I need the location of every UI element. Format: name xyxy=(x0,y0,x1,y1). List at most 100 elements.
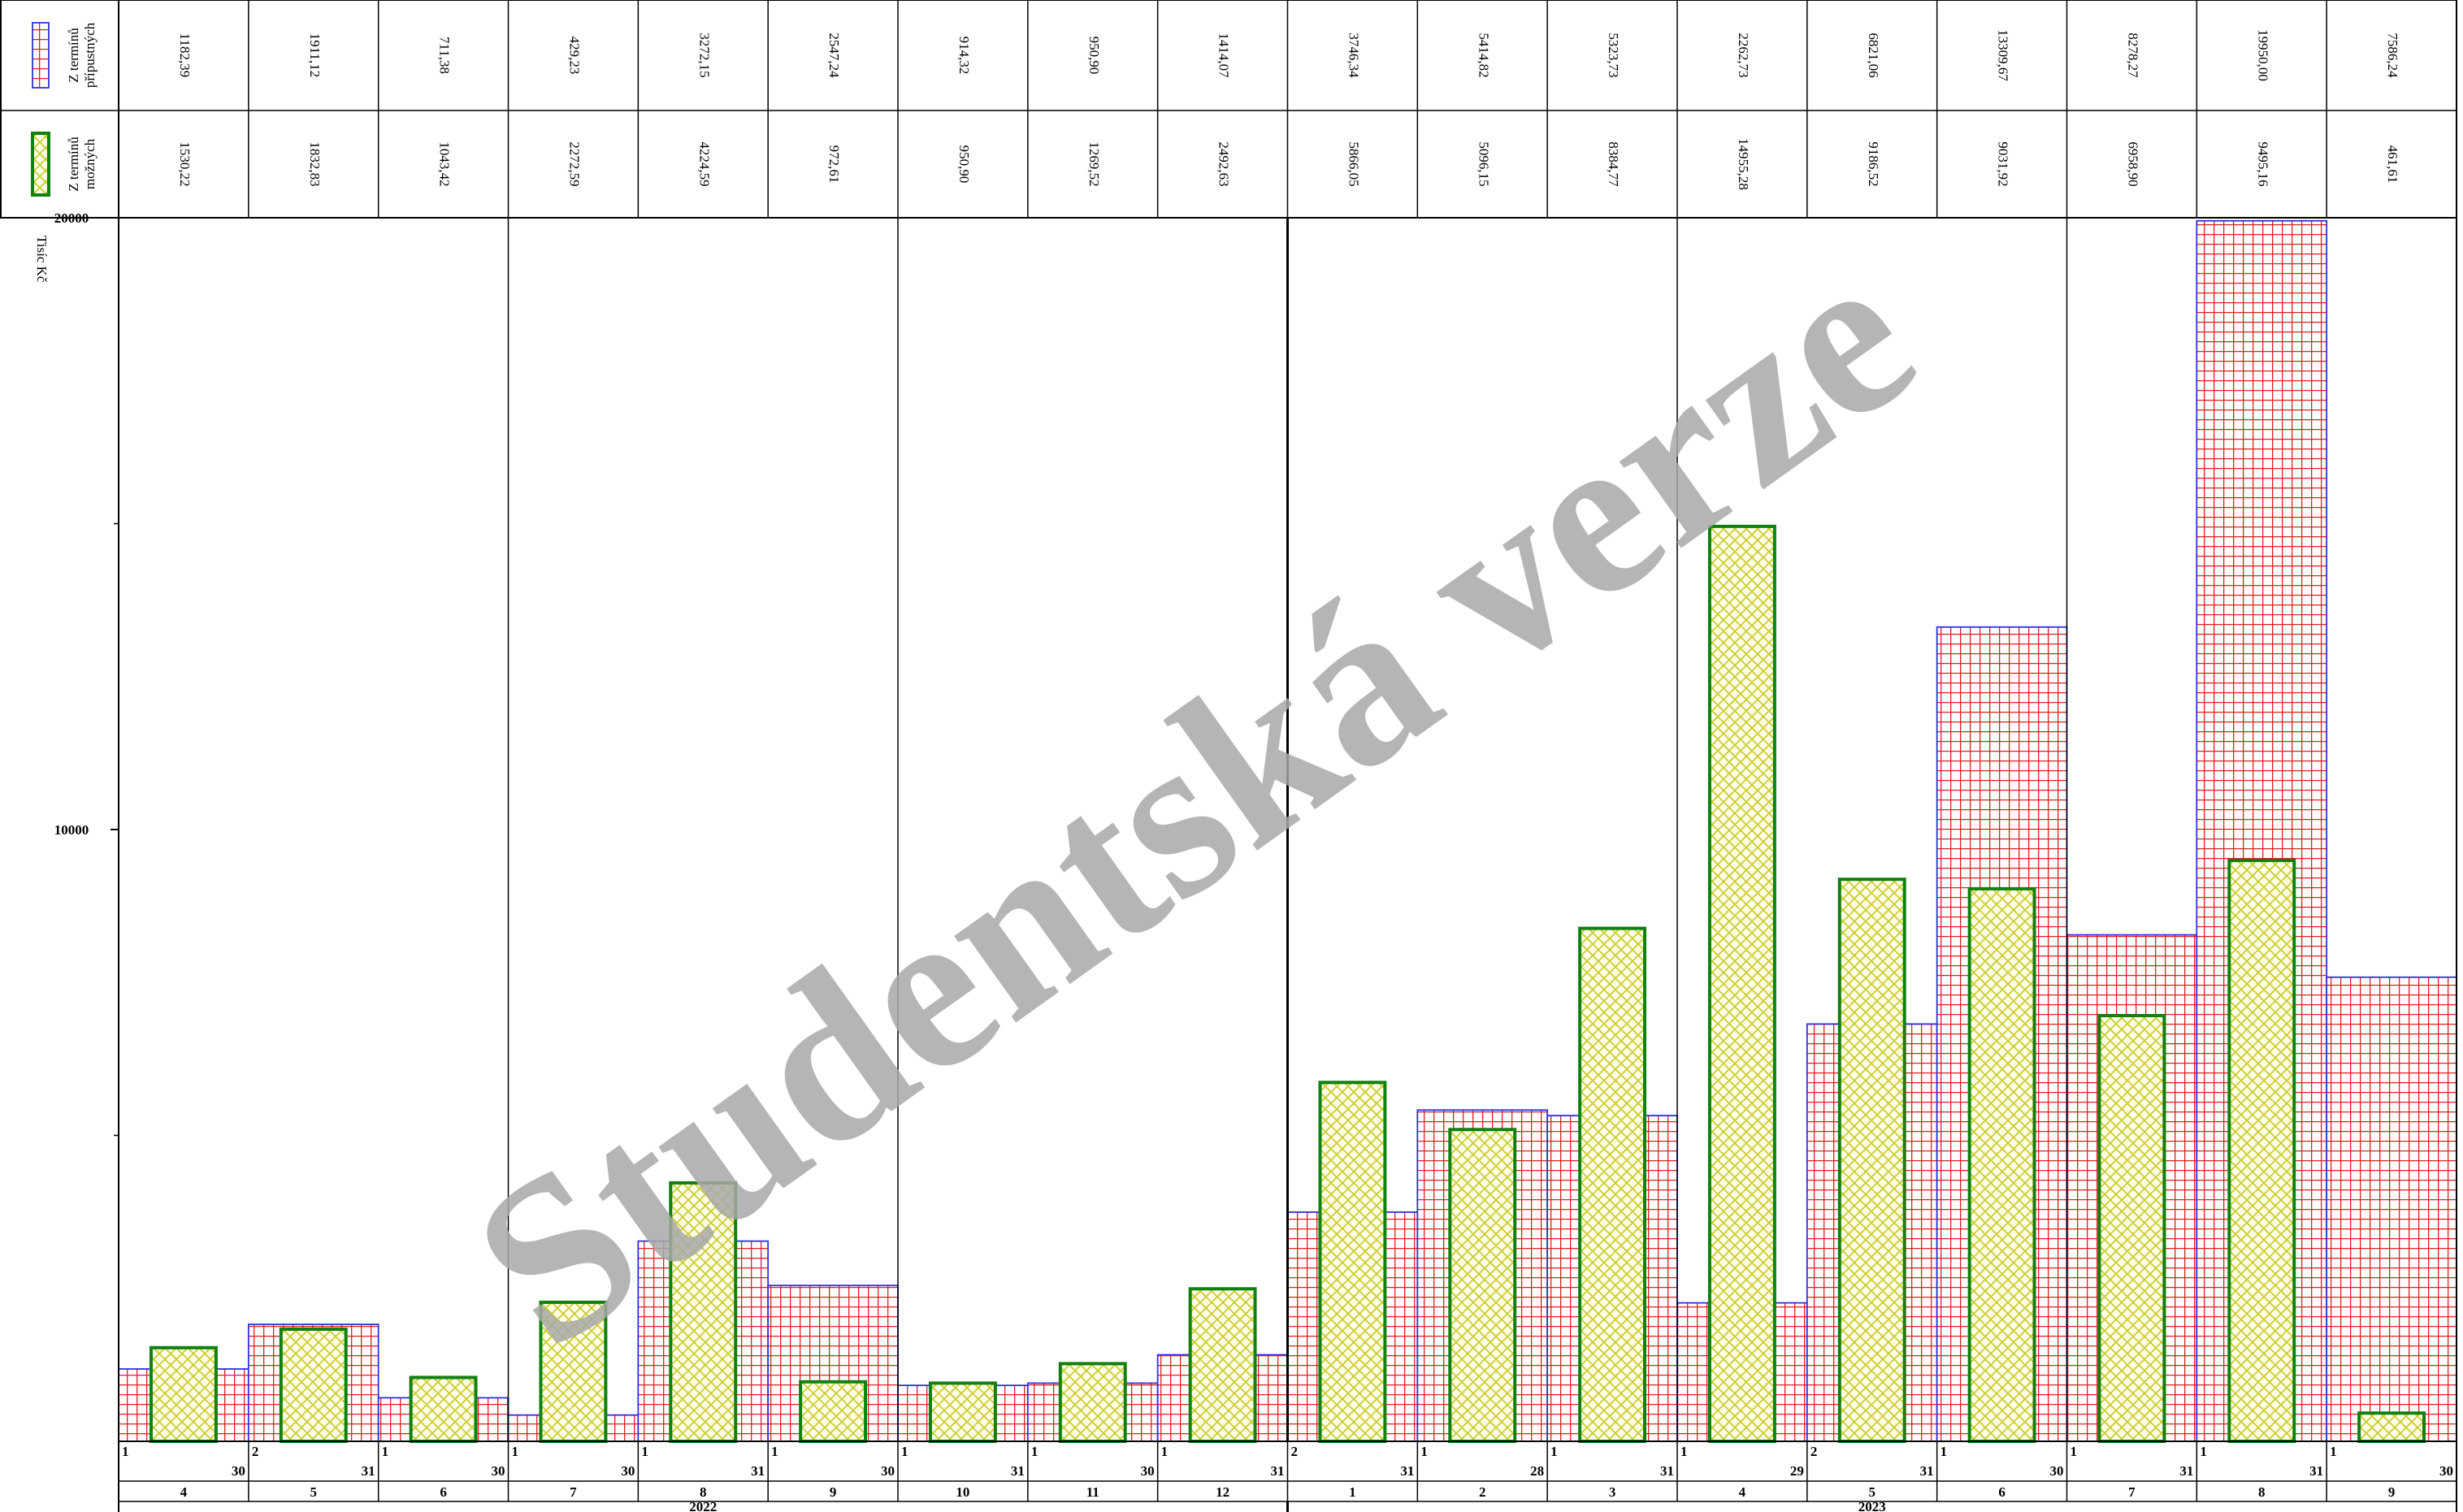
day-start: 1 xyxy=(512,1444,519,1459)
value-label: 6821,06 xyxy=(1866,32,1881,77)
value-label: 3272,15 xyxy=(696,32,712,77)
legend-label: Z termínůpřípustných xyxy=(66,22,98,88)
year-label: 2023 xyxy=(1858,1499,1886,1512)
value-label: 3746,34 xyxy=(1346,32,1362,78)
x-tick-label: 5 xyxy=(1869,1484,1876,1500)
x-tick-label: 3 xyxy=(1609,1484,1616,1500)
x-tick-label: 4 xyxy=(1739,1484,1746,1500)
day-end: 31 xyxy=(1271,1463,1285,1479)
bar xyxy=(1448,1128,1517,1443)
value-label: 711,38 xyxy=(437,37,453,74)
day-end: 31 xyxy=(1660,1463,1674,1479)
value-label: 9031,92 xyxy=(1996,141,2011,186)
day-end: 30 xyxy=(881,1463,895,1479)
legend-swatch xyxy=(32,22,50,89)
day-start: 1 xyxy=(1680,1444,1688,1459)
x-tick-label: 7 xyxy=(2128,1484,2136,1500)
bar xyxy=(1837,877,1906,1443)
y-tick-label: 20000 xyxy=(54,210,89,226)
day-start: 1 xyxy=(382,1444,389,1459)
value-label: 914,32 xyxy=(956,37,972,75)
day-start: 1 xyxy=(901,1444,908,1459)
day-start: 2 xyxy=(252,1444,259,1459)
day-start: 2 xyxy=(1810,1444,1818,1459)
day-end: 30 xyxy=(1141,1463,1155,1479)
value-label: 1269,52 xyxy=(1086,141,1102,186)
day-end: 29 xyxy=(1790,1463,1804,1479)
value-label: 5866,05 xyxy=(1346,141,1362,186)
bar xyxy=(1058,1362,1127,1444)
x-tick-label: 6 xyxy=(440,1484,447,1500)
x-tick-label: 5 xyxy=(310,1484,318,1500)
day-start: 1 xyxy=(641,1444,648,1459)
value-label: 972,61 xyxy=(826,145,842,184)
day-end: 30 xyxy=(621,1463,635,1479)
value-label: 1043,42 xyxy=(437,141,453,186)
bar xyxy=(2326,976,2457,1442)
value-label: 461,61 xyxy=(2385,145,2400,184)
x-tick-label: 9 xyxy=(2388,1484,2396,1500)
x-tick-label: 6 xyxy=(1998,1484,2006,1500)
legend-swatch xyxy=(31,132,50,197)
legend-label: Z termínůmožných xyxy=(66,136,98,192)
value-label: 9495,16 xyxy=(2255,141,2270,186)
x-tick-label: 2 xyxy=(1479,1484,1486,1500)
value-label: 2262,73 xyxy=(1736,32,1751,77)
day-end: 31 xyxy=(2309,1463,2323,1479)
value-label: 6958,90 xyxy=(2126,141,2141,186)
day-start: 1 xyxy=(122,1444,129,1459)
day-start: 1 xyxy=(771,1444,778,1459)
x-tick-label: 1 xyxy=(1349,1484,1356,1500)
bar xyxy=(2357,1411,2426,1443)
value-label: 4224,59 xyxy=(696,141,712,186)
day-end: 30 xyxy=(2050,1463,2064,1479)
value-label: 1911,12 xyxy=(307,33,323,78)
value-label: 19950,00 xyxy=(2255,29,2270,81)
x-tick-label: 10 xyxy=(956,1484,969,1500)
value-label: 1832,83 xyxy=(307,141,323,186)
value-label: 5414,82 xyxy=(1476,32,1491,77)
bar xyxy=(669,1181,738,1444)
x-tick-label: 4 xyxy=(180,1484,188,1500)
bar xyxy=(2097,1013,2166,1444)
value-label: 5323,73 xyxy=(1606,32,1621,77)
value-label: 2547,24 xyxy=(826,32,842,78)
bar xyxy=(1578,926,1647,1443)
value-label: 9186,52 xyxy=(1866,141,1881,186)
value-label: 429,23 xyxy=(567,37,583,75)
value-label: 1414,07 xyxy=(1216,32,1232,78)
bar xyxy=(1707,524,1776,1443)
day-end: 31 xyxy=(1920,1463,1934,1479)
day-end: 31 xyxy=(751,1463,765,1479)
day-start: 1 xyxy=(1031,1444,1039,1459)
value-label: 950,90 xyxy=(1086,37,1102,75)
x-tick-label: 11 xyxy=(1086,1484,1099,1500)
day-end: 31 xyxy=(1011,1463,1025,1479)
day-end: 30 xyxy=(2439,1463,2453,1479)
day-start: 1 xyxy=(2071,1444,2078,1459)
day-end: 28 xyxy=(1530,1463,1544,1479)
day-end: 31 xyxy=(2179,1463,2193,1479)
value-label: 2272,59 xyxy=(567,141,583,186)
day-end: 31 xyxy=(362,1463,375,1479)
bar xyxy=(279,1327,348,1444)
day-start: 1 xyxy=(1940,1444,1948,1459)
value-label: 8278,27 xyxy=(2126,32,2141,78)
bar xyxy=(1967,886,2036,1444)
bar xyxy=(409,1376,478,1443)
bar xyxy=(539,1300,608,1444)
x-tick-label: 8 xyxy=(2258,1484,2266,1500)
day-start: 2 xyxy=(1291,1444,1299,1459)
value-label: 5096,15 xyxy=(1476,141,1491,186)
day-start: 1 xyxy=(2330,1444,2337,1459)
bar xyxy=(149,1345,218,1443)
value-label: 1182,39 xyxy=(177,33,193,78)
x-tick-label: 7 xyxy=(570,1484,577,1500)
value-label: 8384,77 xyxy=(1606,141,1621,187)
value-label: 13309,67 xyxy=(1996,29,2011,81)
year-label: 2022 xyxy=(689,1499,717,1512)
x-tick-label: 9 xyxy=(830,1484,837,1500)
x-tick-label: 8 xyxy=(700,1484,707,1500)
value-label: 14955,28 xyxy=(1736,138,1751,190)
